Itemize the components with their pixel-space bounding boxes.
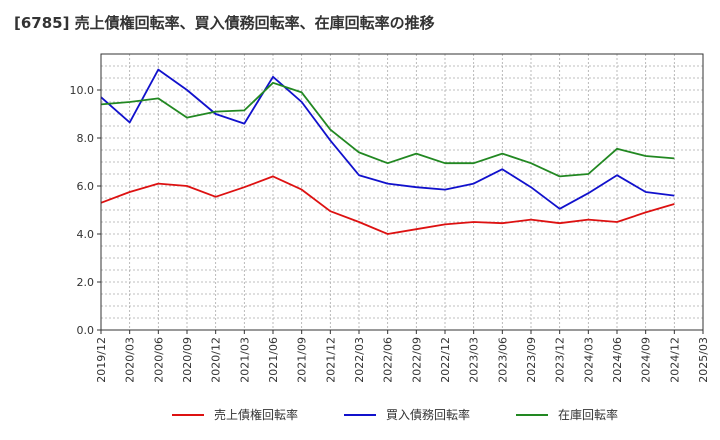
y-tick-label: 0.0: [77, 324, 95, 337]
series-layer: [100, 68, 675, 235]
x-tick-label: 2021/06: [267, 337, 280, 383]
x-tick-label: 2024/12: [668, 337, 681, 383]
x-tick-label: 2022/09: [410, 337, 423, 383]
x-tick-label: 2024/03: [582, 337, 595, 383]
legend: 売上債権回転率 買入債務回転率 在庫回転率: [172, 407, 618, 422]
chart-title: [6785] 売上債権回転率、買入債務回転率、在庫回転率の推移: [14, 14, 435, 32]
y-tick-label: 8.0: [77, 132, 95, 145]
y-tick-label: 6.0: [77, 180, 95, 193]
series-line-1: [100, 175, 675, 235]
x-tick-label: 2023/06: [496, 337, 509, 383]
y-tick-label: 2.0: [77, 276, 95, 289]
x-axis-ticks: 2019/12 2020/03 2020/06 2020/09 2020/12 2021/…: [95, 330, 710, 383]
y-tick-label: 10.0: [70, 84, 95, 97]
plot-frame: [100, 53, 704, 331]
series-line-2: [100, 68, 675, 210]
x-tick-label: 2019/12: [95, 337, 108, 383]
y-axis-ticks: 0.0 2.0 4.0 6.0 8.0 10.0: [70, 84, 101, 337]
x-tick-label: 2022/12: [439, 337, 452, 383]
x-tick-label: 2020/12: [210, 337, 223, 383]
series-line-3: [100, 81, 675, 178]
y-tick-label: 4.0: [77, 228, 95, 241]
x-tick-label: 2020/09: [181, 337, 194, 383]
x-tick-label: 2023/09: [525, 337, 538, 383]
legend-label-3: 在庫回転率: [558, 407, 618, 422]
x-tick-label: 2024/09: [640, 337, 653, 383]
legend-label-2: 買入債務回転率: [386, 407, 470, 422]
x-tick-label: 2022/06: [382, 337, 395, 383]
x-tick-label: 2021/03: [238, 337, 251, 383]
x-tick-label: 2020/06: [152, 337, 165, 383]
x-tick-label: 2021/09: [296, 337, 309, 383]
x-tick-label: 2023/03: [468, 337, 481, 383]
x-tick-label: 2023/12: [554, 337, 567, 383]
plot-background: [101, 54, 703, 330]
x-tick-label: 2022/03: [353, 337, 366, 383]
x-tick-label: 2025/03: [697, 337, 710, 383]
legend-label-1: 売上債権回転率: [214, 407, 298, 422]
x-tick-label: 2024/06: [611, 337, 624, 383]
x-tick-label: 2021/12: [324, 337, 337, 383]
x-tick-label: 2020/03: [124, 337, 137, 383]
